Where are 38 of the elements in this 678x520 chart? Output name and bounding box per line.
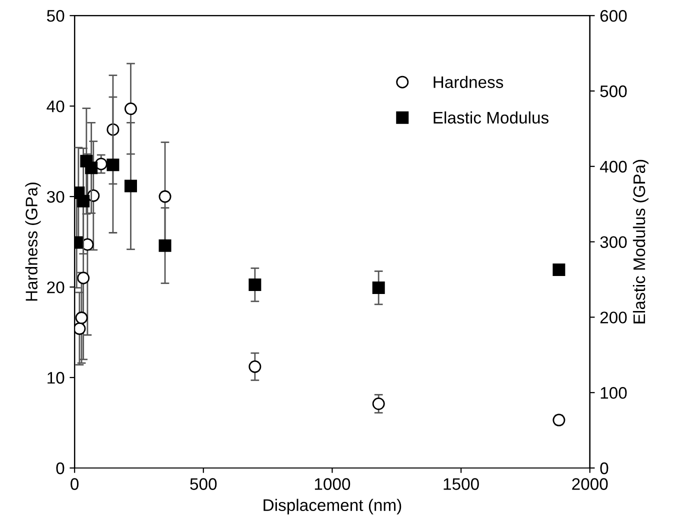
legend-label: Elastic Modulus: [434, 111, 548, 124]
point: [248, 360, 262, 373]
y2-tick-label: 500: [600, 85, 627, 98]
point: [77, 272, 90, 284]
y-tick-label: 50: [46, 10, 64, 22]
x-tick-label: 1500: [444, 478, 479, 490]
point: [77, 194, 90, 208]
point: [372, 398, 385, 410]
y-tick-label: 10: [48, 372, 64, 384]
point: [158, 239, 172, 252]
y-tick-label: 20: [47, 281, 64, 294]
y-tick-label: 30: [46, 190, 64, 203]
y2-tick-label: 300: [600, 236, 627, 248]
x-axis-title: Displacement (nm): [264, 498, 402, 514]
x-tick-label: 500: [190, 478, 217, 490]
y2-tick-label: 100: [600, 387, 627, 399]
point: [158, 190, 172, 203]
point: [75, 312, 88, 324]
point: [248, 278, 262, 292]
point: [552, 263, 566, 276]
point: [85, 162, 98, 174]
point: [124, 180, 137, 192]
x-tick-label: 0: [70, 478, 79, 490]
y2-axis-title: Elastic Modulus (GPa): [632, 160, 648, 324]
y2-tick-label: 200: [600, 312, 627, 324]
legend-label: Hardness: [434, 76, 504, 88]
y2-tick-label: 600: [600, 10, 627, 22]
point: [74, 322, 86, 335]
y2-tick-label: 0: [600, 462, 608, 474]
point: [106, 158, 120, 172]
point: [124, 102, 137, 116]
y-axis-title: Hardness (GPa): [25, 182, 41, 301]
x-tick-label: 1000: [314, 478, 350, 490]
y2-tick-label: 400: [600, 160, 627, 173]
x-tick-label: 2000: [572, 478, 608, 490]
y-tick-label: 40: [46, 100, 64, 112]
y-tick-label: 0: [56, 462, 64, 474]
point: [372, 282, 385, 294]
